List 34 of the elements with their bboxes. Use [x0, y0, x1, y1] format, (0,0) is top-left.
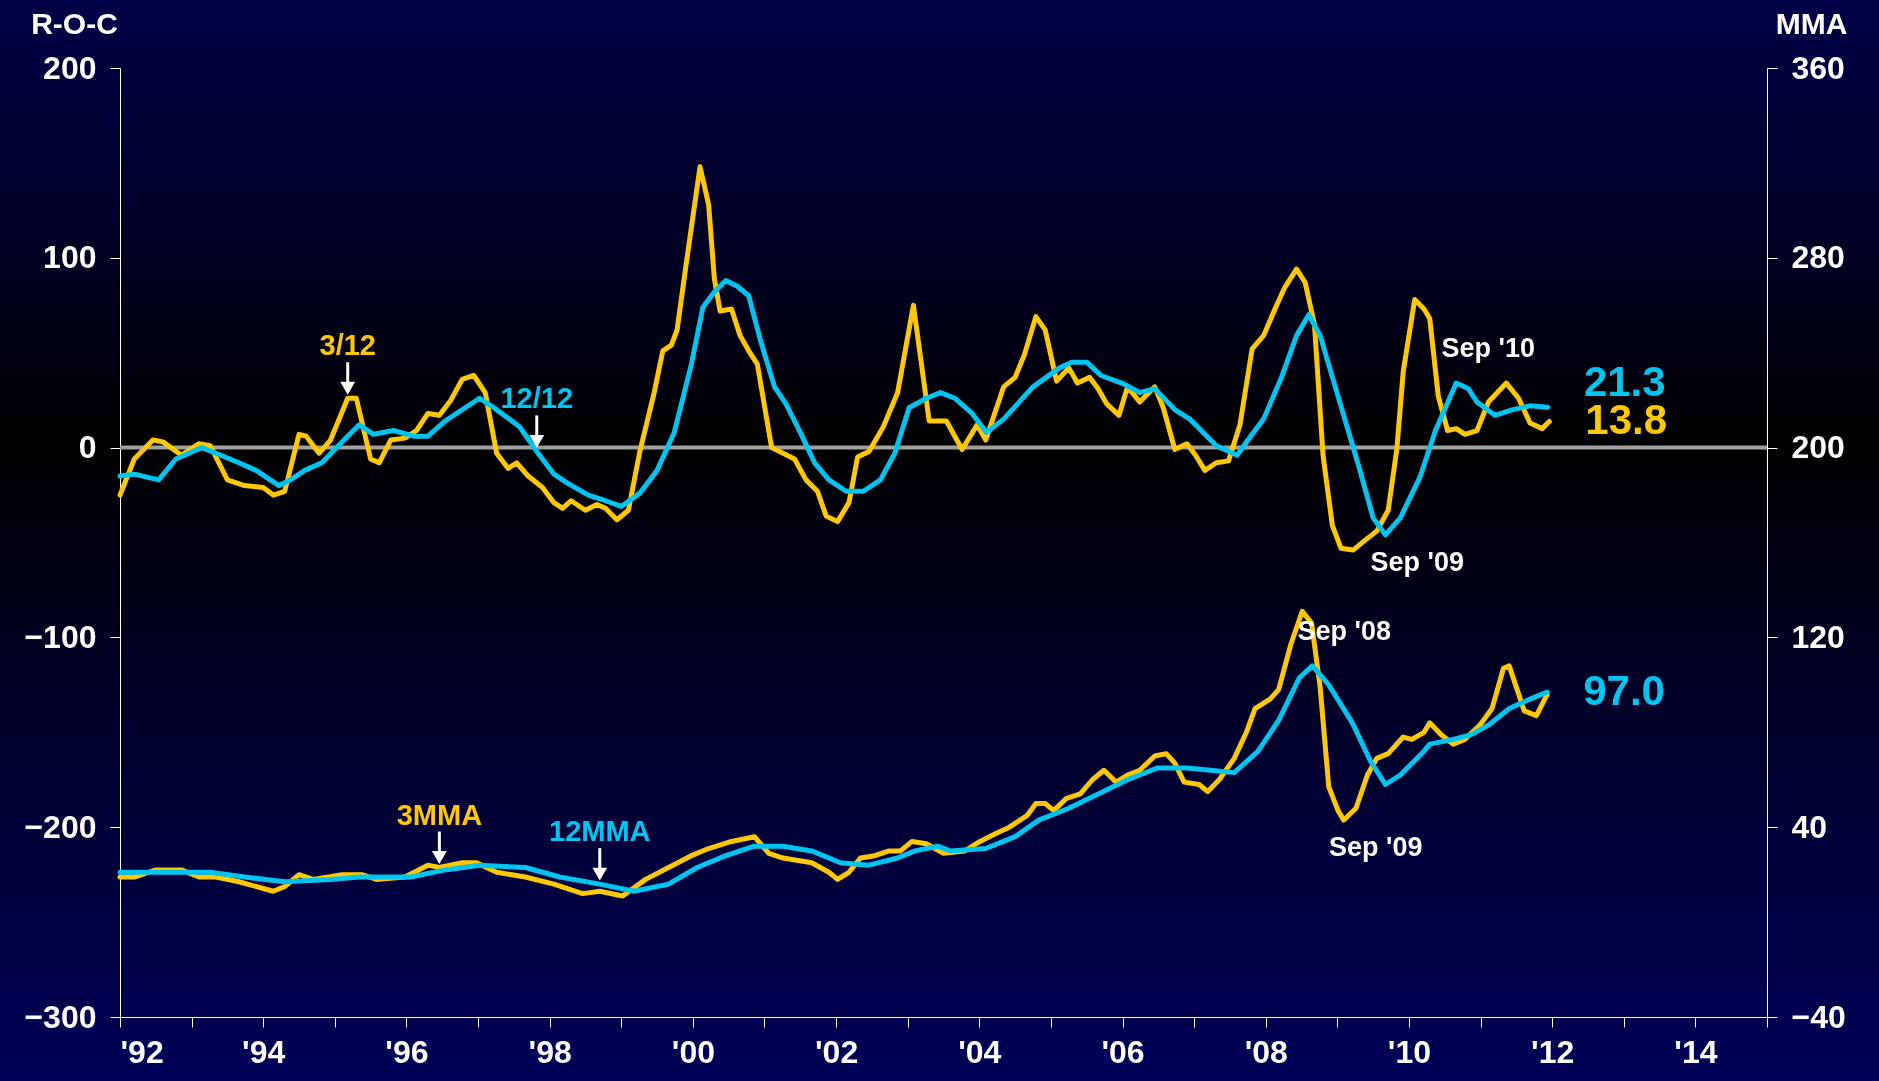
annotation: 97.0 — [1583, 666, 1665, 714]
y-tick-label: −300 — [24, 998, 97, 1035]
y2-tick-label: 200 — [1791, 429, 1845, 466]
series-label: 3MMA — [396, 798, 483, 831]
x-tick-label: '02 — [814, 1033, 859, 1070]
y2-tick-label: −40 — [1791, 998, 1846, 1035]
x-tick-label: '04 — [958, 1033, 1002, 1070]
annotation: Sep '09 — [1329, 832, 1423, 863]
series-label: 12MMA — [549, 815, 651, 848]
series-label: 3/12 — [319, 329, 376, 362]
y2-tick-label: 120 — [1791, 618, 1845, 655]
y-tick-label: 0 — [78, 429, 97, 466]
y-tick-label: −200 — [24, 808, 97, 845]
x-tick-label: '92 — [120, 1033, 164, 1070]
x-tick-label: '00 — [671, 1033, 715, 1070]
y-tick-label: 200 — [43, 49, 97, 86]
y2-axis-title: MMA — [1775, 6, 1848, 40]
x-tick-label: '14 — [1674, 1033, 1718, 1070]
x-tick-label: '12 — [1531, 1033, 1575, 1070]
x-tick-label: '96 — [385, 1033, 429, 1070]
y2-tick-label: 40 — [1791, 808, 1828, 845]
series-label: 12/12 — [500, 382, 574, 415]
x-tick-label: '10 — [1387, 1033, 1432, 1070]
y2-tick-label: 360 — [1791, 49, 1845, 86]
annotation: Sep '10 — [1441, 333, 1535, 364]
y-tick-label: −100 — [24, 618, 97, 655]
x-tick-label: '98 — [528, 1033, 572, 1070]
annotation: Sep '09 — [1370, 546, 1465, 577]
x-tick-label: '94 — [242, 1033, 286, 1070]
x-tick-label: '06 — [1101, 1033, 1145, 1070]
x-tick-label: '08 — [1244, 1033, 1288, 1070]
y-axis-title: R-O-C — [31, 6, 118, 40]
y-tick-label: 100 — [43, 239, 97, 276]
y2-tick-label: 280 — [1791, 239, 1845, 276]
